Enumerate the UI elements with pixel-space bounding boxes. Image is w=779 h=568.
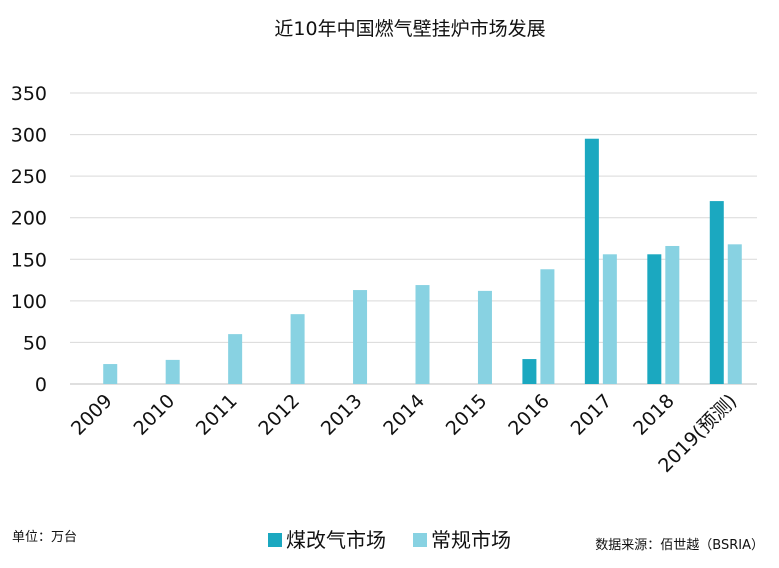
bar-regular-2019(预测) [727,244,742,384]
grid-lines [70,92,757,385]
y-tick-label: 150 [11,249,47,271]
x-tick-label: 2012 [254,390,304,440]
bar-regular-2015 [477,290,492,384]
x-tick-label: 2016 [504,390,554,440]
y-tick-label: 300 [11,125,47,147]
y-tick-label: 0 [35,374,47,396]
x-tick-label: 2009 [67,390,117,440]
bar-regular-2013 [353,290,368,384]
y-tick-label: 200 [11,208,47,230]
bar-coal-to-gas-2018 [647,254,662,384]
legend-label-regular: 常规市场 [431,528,511,552]
x-axis-ticks: 2009 2010 2011 2012 2013 2014 2015 2016 2017 2018… [67,390,741,477]
y-axis-ticks: 0 50 100 150 200 250 300 350 [11,83,47,396]
legend-label-coal-to-gas: 煤改气市场 [286,528,386,552]
bar-regular-2018 [665,245,680,384]
x-tick-label: 2014 [379,390,429,440]
unit-note: 单位：万台 [12,530,77,545]
legend-swatch-coal-to-gas [268,533,282,547]
legend: 煤改气市场 常规市场 [268,528,511,552]
bar-regular-2010 [165,359,180,384]
x-tick-label: 2011 [192,390,242,440]
bar-regular-2016 [540,269,555,384]
x-tick-label: 2017 [567,390,617,440]
source-note: 数据来源：佰世越（BSRIA） [595,538,764,553]
bar-regular-2011 [228,334,243,384]
x-tick-label: 2015 [442,390,492,440]
bar-regular-2017 [602,254,617,384]
y-tick-label: 350 [11,83,47,105]
x-tick-label: 2010 [129,390,179,440]
bar-regular-2014 [415,285,430,384]
x-tick-label: 2013 [317,390,367,440]
bar-regular-2009 [103,364,118,384]
chart-title: 近10年中国燃气壁挂炉市场发展 [274,18,545,40]
y-tick-label: 50 [23,332,47,354]
legend-swatch-regular [413,533,427,547]
y-tick-label: 100 [11,291,47,313]
bars [103,138,742,384]
bar-regular-2012 [290,314,305,384]
bar-coal-to-gas-2017 [584,138,599,384]
bar-coal-to-gas-2019(预测) [709,201,724,384]
x-tick-label: 2018 [629,390,679,440]
bar-coal-to-gas-2016 [522,359,537,384]
y-tick-label: 250 [11,166,47,188]
